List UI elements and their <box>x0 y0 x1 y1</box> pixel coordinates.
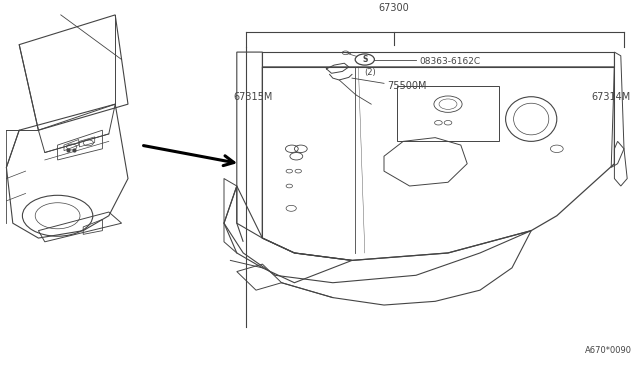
Text: 67314M: 67314M <box>591 92 630 102</box>
Text: 67300: 67300 <box>378 3 409 13</box>
Text: (2): (2) <box>364 68 376 77</box>
Text: 67315M: 67315M <box>234 92 273 102</box>
Text: S: S <box>362 55 367 64</box>
Text: 08363-6162C: 08363-6162C <box>419 57 481 66</box>
Text: 75500M: 75500M <box>387 81 427 90</box>
Text: A670*0090: A670*0090 <box>586 346 632 355</box>
